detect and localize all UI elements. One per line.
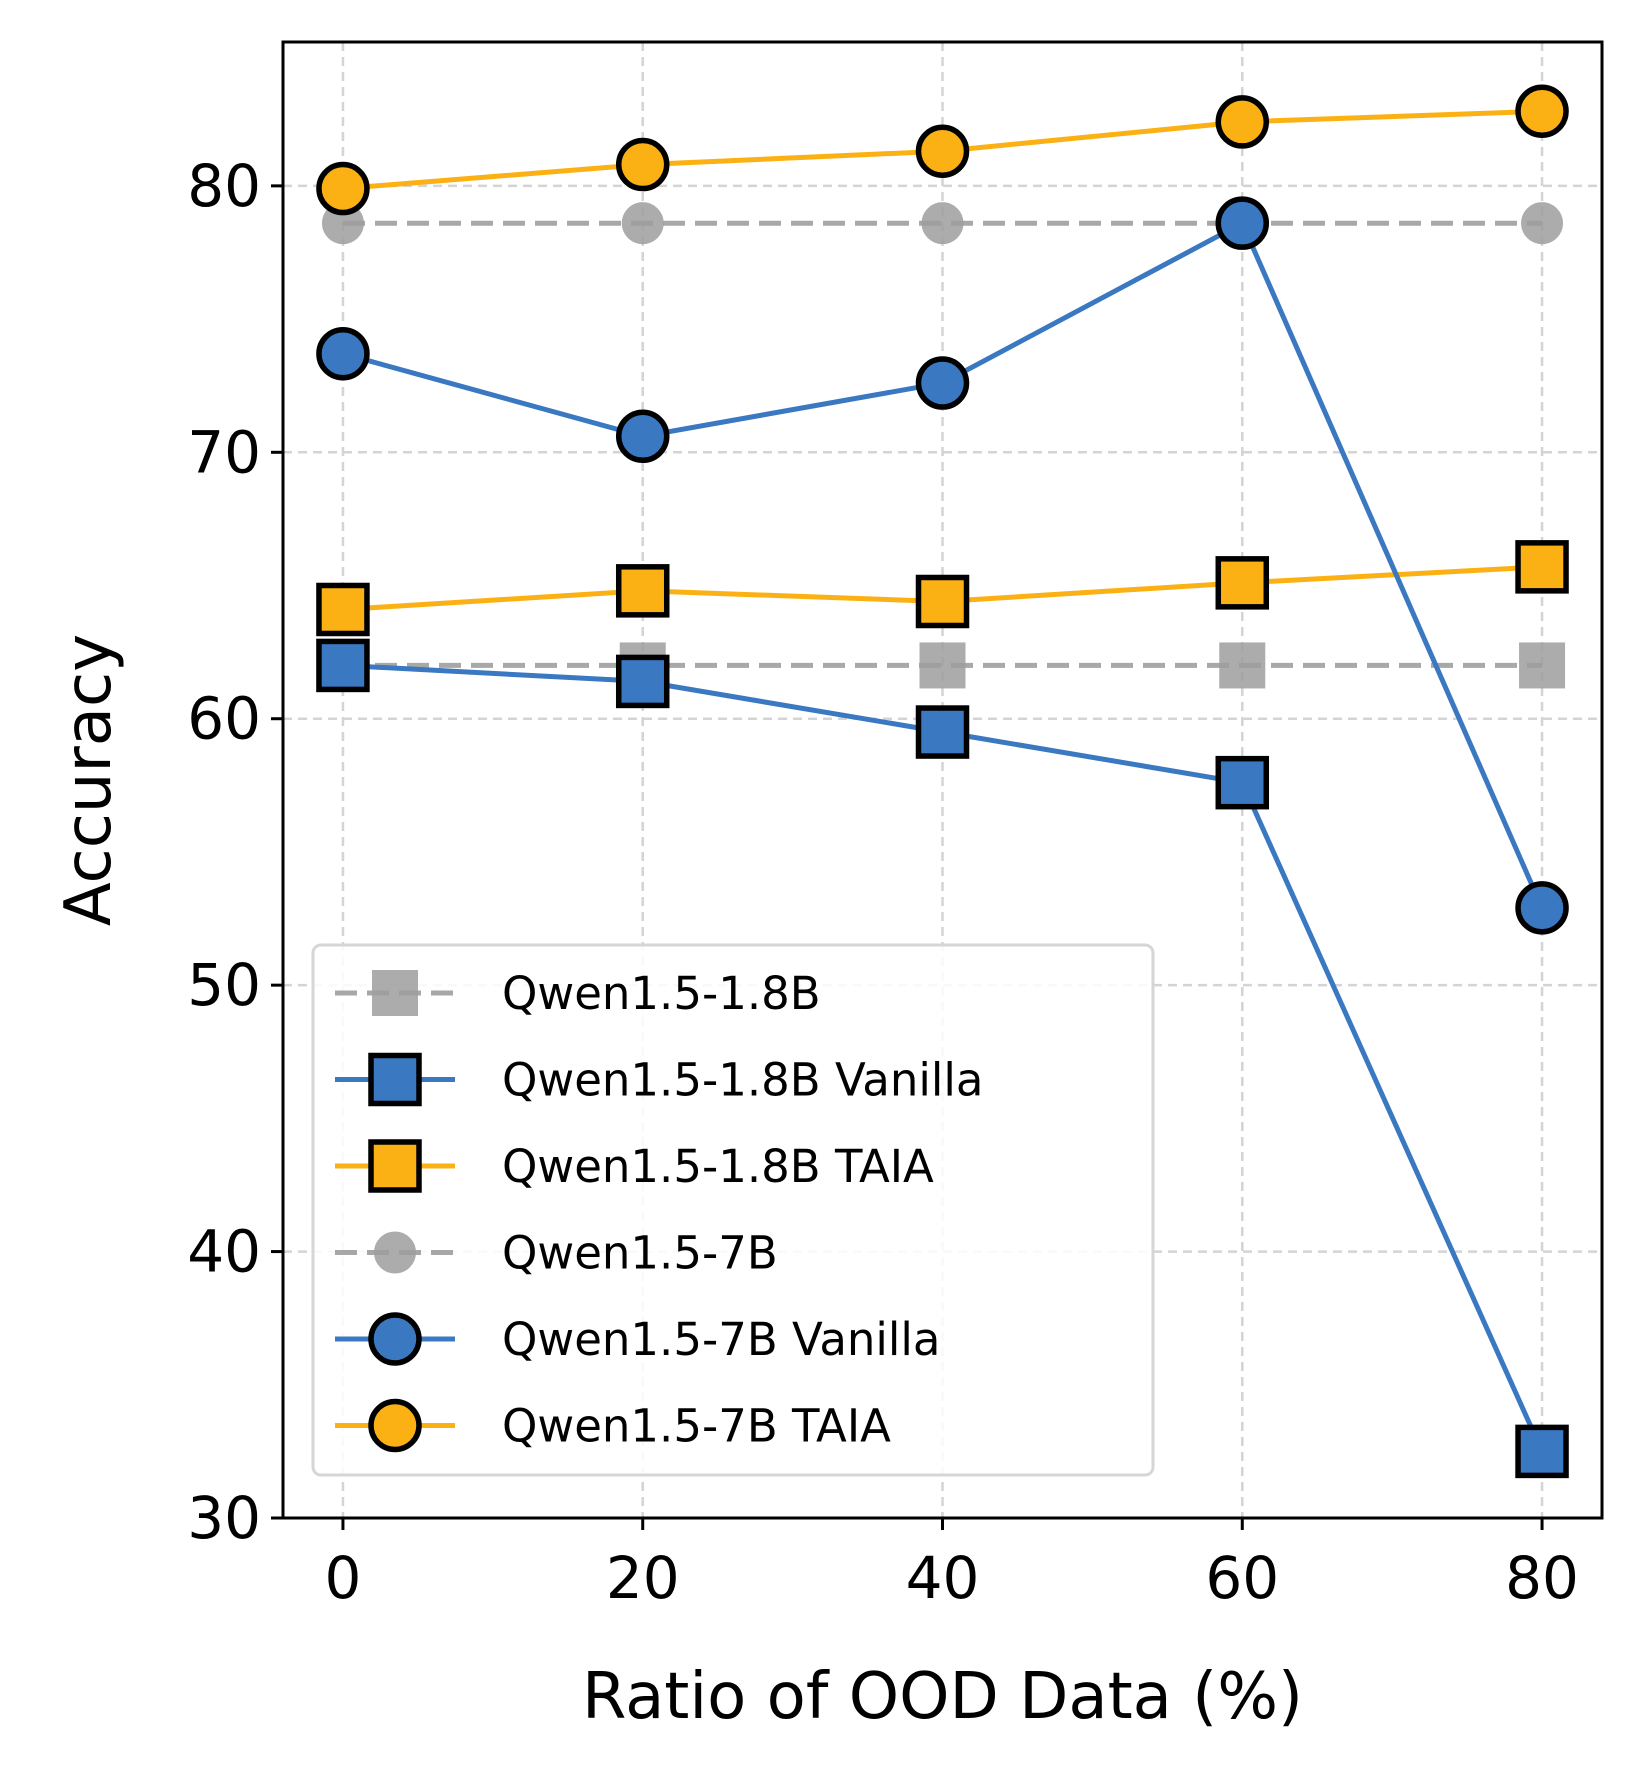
x-tick-label: 60 (1205, 1544, 1279, 1612)
data-point (615, 409, 670, 464)
data-point (1215, 556, 1270, 610)
legend-entry: Qwen1.5-1.8B Vanilla (335, 1052, 983, 1107)
y-tick-label: 70 (187, 418, 261, 486)
data-point (621, 202, 664, 245)
legend-marker (368, 1139, 422, 1193)
data-point (1515, 881, 1569, 935)
legend-box (311, 943, 1155, 1477)
legend-entry: Qwen1.5-7B TAIA (335, 1398, 891, 1453)
series-qwen1-5-7b-taia (316, 84, 1569, 216)
data-point (919, 642, 966, 689)
legend-entry: Qwen1.5-1.8B (335, 967, 821, 1020)
legend-marker (374, 1231, 416, 1274)
x-axis-label: Ratio of OOD Data (%) (582, 1660, 1303, 1734)
legend-label: Qwen1.5-7B Vanilla (502, 1313, 941, 1366)
y-tick-label: 80 (187, 152, 261, 220)
series-qwen1-5-7b-vanilla (316, 196, 1569, 935)
data-point (316, 638, 370, 693)
data-point (316, 161, 370, 216)
data-point (915, 124, 970, 178)
data-point (1215, 95, 1270, 149)
legend-marker (368, 1398, 422, 1453)
series-qwen1-5-7b (321, 202, 1564, 245)
data-point (615, 654, 670, 709)
data-point (1521, 202, 1564, 245)
legend-marker (368, 1052, 422, 1107)
legend-label: Qwen1.5-1.8B Vanilla (502, 1054, 983, 1107)
data-point (921, 202, 964, 245)
data-point (1515, 540, 1569, 594)
y-tick-label: 40 (187, 1218, 261, 1286)
legend-marker (372, 970, 418, 1016)
data-point (1519, 642, 1566, 689)
legend-entry: Qwen1.5-7B (335, 1227, 778, 1280)
data-point (1215, 196, 1270, 250)
data-point (316, 582, 370, 637)
legend-label: Qwen1.5-1.8B (502, 967, 821, 1020)
data-point (1219, 642, 1266, 689)
series-group (316, 84, 1569, 1479)
axis-ticks: 0 20 40 60 80 30 40 50 60 70 80 (187, 152, 1579, 1612)
data-point (1215, 755, 1270, 810)
x-tick-label: 40 (906, 1544, 980, 1612)
data-point (316, 326, 370, 381)
x-tick-label: 0 (325, 1544, 362, 1612)
legend-entry: Qwen1.5-1.8B TAIA (335, 1139, 934, 1193)
x-tick-label: 80 (1505, 1544, 1579, 1612)
series-qwen1-5-1-8b-taia (316, 540, 1569, 637)
y-tick-label: 60 (187, 685, 261, 753)
data-point (1515, 1424, 1569, 1479)
data-point (915, 574, 970, 629)
series-qwen1-5-1-8b-vanilla (316, 638, 1569, 1479)
data-point (615, 564, 670, 618)
legend-label: Qwen1.5-1.8B TAIA (502, 1140, 934, 1193)
legend: Qwen1.5-1.8B Qwen1.5-1.8B Vanilla Qwen1.5-… (311, 943, 1155, 1477)
y-tick-label: 50 (187, 951, 261, 1019)
data-point (1515, 84, 1569, 139)
y-tick-label: 30 (187, 1484, 261, 1552)
series-qwen1-5-1-8b (319, 642, 1566, 689)
legend-label: Qwen1.5-7B TAIA (502, 1400, 891, 1453)
x-tick-label: 20 (606, 1544, 680, 1612)
data-point (915, 356, 970, 410)
legend-entry: Qwen1.5-7B Vanilla (335, 1312, 941, 1366)
legend-label: Qwen1.5-7B (502, 1227, 778, 1280)
data-point (615, 137, 670, 192)
data-point (915, 705, 970, 759)
series-line (342, 219, 1545, 909)
y-axis-label: Accuracy (52, 634, 126, 926)
legend-marker (368, 1312, 422, 1366)
